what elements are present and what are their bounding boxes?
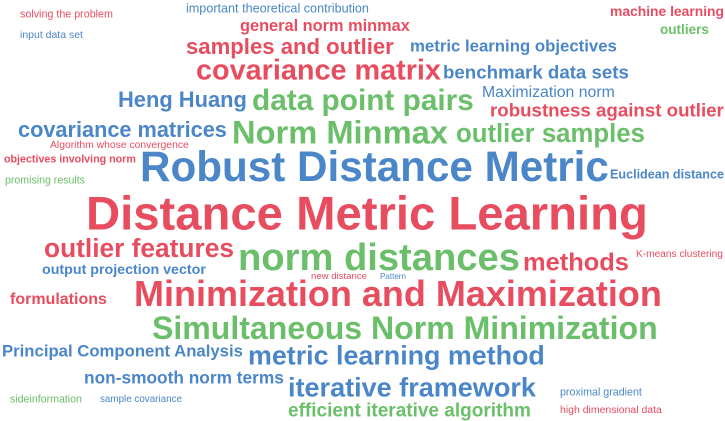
word: sample covariance	[100, 394, 182, 406]
word: objectives involving norm	[4, 153, 136, 166]
word: covariance matrices	[18, 117, 227, 143]
word: outlier samples	[456, 120, 645, 149]
word: outlier features	[44, 232, 234, 263]
word: solving the problem	[20, 8, 113, 21]
word: proximal gradient	[560, 386, 642, 399]
word: benchmark data sets	[443, 61, 629, 83]
word: Heng Huang	[118, 87, 247, 113]
word: input data set	[20, 29, 83, 41]
word: metric learning method	[248, 340, 545, 371]
word: new distance	[311, 271, 367, 283]
word: output projection vector	[42, 261, 206, 278]
word: covariance matrix	[196, 54, 441, 87]
word: K-means clustering	[636, 248, 723, 260]
word: data point pairs	[252, 84, 474, 118]
word: Principal Component Analysis	[2, 341, 243, 361]
word: promising results	[5, 174, 85, 187]
word: Norm Minmax	[232, 113, 448, 151]
word: general norm minmax	[240, 16, 410, 35]
word: metric learning objectives	[410, 36, 617, 56]
word: norm distances	[238, 235, 520, 279]
word: iterative framework	[288, 372, 536, 403]
word: Algorithm whose convergence	[50, 139, 189, 151]
word: sideinformation	[10, 393, 82, 406]
word: Maximization norm	[482, 84, 615, 102]
word: Euclidean distance	[610, 167, 724, 182]
word: methods	[523, 248, 629, 277]
word: Pattern	[380, 271, 406, 281]
word: formulations	[10, 290, 107, 308]
word: important theoretical contribution	[186, 1, 369, 16]
word: samples and outlier	[186, 33, 394, 59]
word: high dimensional data	[560, 404, 662, 416]
word: Minimization and Maximization	[134, 273, 662, 314]
word: Simultaneous Norm Minimization	[152, 309, 658, 346]
word: efficient iterative algorithm	[288, 400, 531, 421]
word: Robust Distance Metric	[140, 142, 609, 190]
word: non-smooth norm terms	[84, 367, 284, 388]
word: Distance Metric Learning	[86, 187, 648, 241]
word: robustness against outlier	[490, 99, 724, 121]
word: machine learning	[610, 3, 724, 20]
word: outliers	[660, 22, 709, 38]
